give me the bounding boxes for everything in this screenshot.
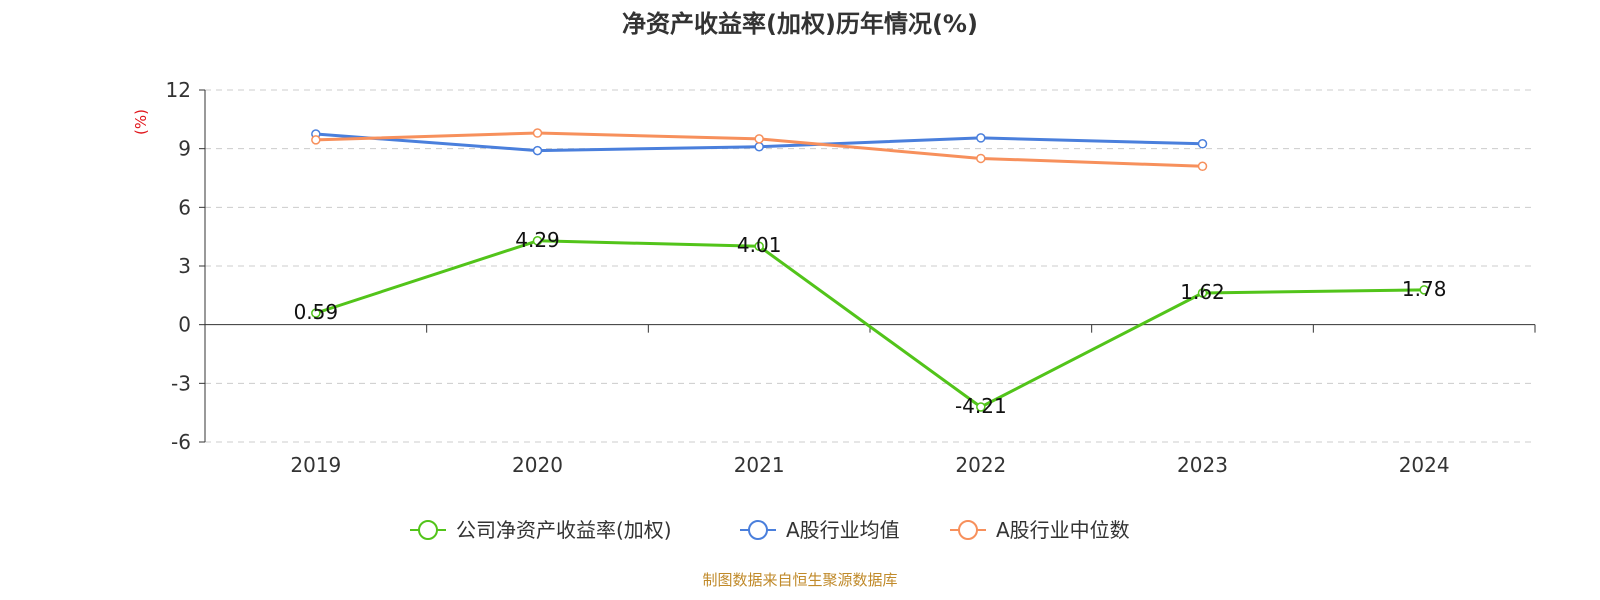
x-tick-label: 2024	[1399, 453, 1450, 477]
legend[interactable]: 公司净资产收益率(加权) A股行业均值 A股行业中位数	[410, 518, 1130, 542]
y-tick-label: 6	[178, 195, 191, 219]
legend-item-1[interactable]: A股行业均值	[740, 518, 900, 542]
legend-label: A股行业中位数	[996, 518, 1130, 542]
y-tick-label: -3	[171, 371, 191, 395]
data-point	[1197, 161, 1208, 172]
data-point	[1197, 288, 1208, 298]
data-label: 0.59	[294, 300, 339, 324]
data-labels: 0.59 4.29 4.01 -4.21 1.62 1.78	[294, 228, 1447, 418]
source-note: 制图数据来自恒生聚源数据库	[702, 571, 897, 589]
data-point	[532, 236, 543, 246]
series-lines	[311, 128, 1429, 412]
y-axis-unit: (%)	[132, 109, 150, 135]
data-point	[311, 135, 321, 145]
x-tick-label: 2020	[512, 453, 563, 477]
data-point	[1419, 285, 1429, 295]
series-line-0	[315, 239, 1425, 409]
data-label: 4.29	[515, 228, 560, 252]
legend-item-2[interactable]: A股行业中位数	[950, 518, 1130, 542]
data-point	[532, 128, 543, 138]
legend-label: 公司净资产收益率(加权)	[456, 518, 672, 542]
data-point	[754, 141, 764, 152]
data-point	[754, 241, 764, 251]
legend-marker	[748, 520, 768, 540]
x-tick-label: 2019	[290, 453, 341, 477]
legend-item-0[interactable]: 公司净资产收益率(加权)	[410, 518, 672, 542]
x-tick-label: 2021	[734, 453, 785, 477]
data-point	[976, 402, 986, 412]
y-tick-label: 9	[178, 137, 191, 161]
legend-marker	[418, 520, 438, 540]
legend-marker	[958, 520, 978, 540]
data-point	[532, 145, 543, 156]
y-tick-label: 0	[178, 313, 191, 337]
chart-title: 净资产收益率(加权)历年情况(%)	[622, 10, 978, 38]
axes: 12 9 6 3 0 -3 -6 2019 2020 2021 2022 2023 2024	[166, 78, 1536, 477]
y-tick-label: -6	[171, 430, 191, 454]
data-point	[976, 133, 986, 143]
data-point	[754, 134, 764, 144]
x-tick-label: 2022	[955, 453, 1006, 477]
data-point	[311, 308, 321, 318]
data-point	[976, 153, 986, 164]
y-tick-label: 3	[178, 254, 191, 278]
data-label: -4.21	[955, 394, 1007, 418]
x-tick-label: 2023	[1177, 453, 1228, 477]
y-tick-label: 12	[166, 78, 191, 102]
data-label: 1.62	[1180, 280, 1225, 304]
data-point	[1197, 139, 1208, 149]
data-label: 1.78	[1402, 277, 1447, 301]
legend-label: A股行业均值	[786, 518, 900, 542]
data-label: 4.01	[737, 233, 782, 257]
